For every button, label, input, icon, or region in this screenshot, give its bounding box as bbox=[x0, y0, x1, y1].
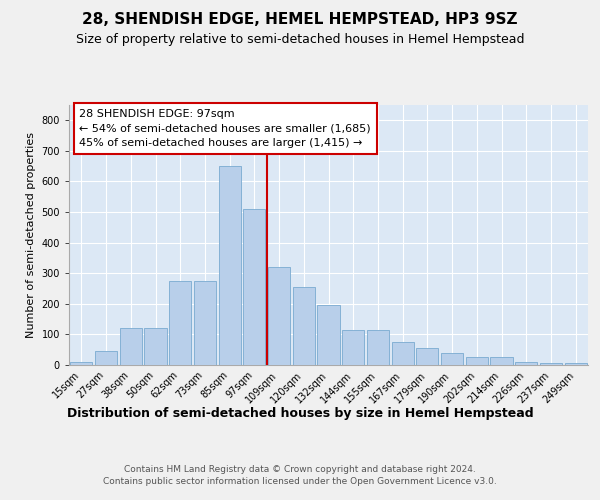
Bar bbox=[367, 330, 389, 365]
Bar bbox=[515, 362, 538, 365]
Bar bbox=[70, 362, 92, 365]
Bar bbox=[441, 353, 463, 365]
Bar bbox=[145, 328, 167, 365]
Bar bbox=[293, 287, 315, 365]
Bar bbox=[194, 281, 216, 365]
Bar bbox=[95, 351, 117, 365]
Bar bbox=[317, 306, 340, 365]
Bar bbox=[342, 330, 364, 365]
Text: Size of property relative to semi-detached houses in Hemel Hempstead: Size of property relative to semi-detach… bbox=[76, 32, 524, 46]
Bar bbox=[169, 281, 191, 365]
Y-axis label: Number of semi-detached properties: Number of semi-detached properties bbox=[26, 132, 36, 338]
Text: Distribution of semi-detached houses by size in Hemel Hempstead: Distribution of semi-detached houses by … bbox=[67, 408, 533, 420]
Bar bbox=[268, 267, 290, 365]
Bar bbox=[119, 328, 142, 365]
Text: 28, SHENDISH EDGE, HEMEL HEMPSTEAD, HP3 9SZ: 28, SHENDISH EDGE, HEMEL HEMPSTEAD, HP3 … bbox=[82, 12, 518, 28]
Bar bbox=[218, 166, 241, 365]
Text: Contains public sector information licensed under the Open Government Licence v3: Contains public sector information licen… bbox=[103, 478, 497, 486]
Bar bbox=[565, 364, 587, 365]
Bar bbox=[466, 358, 488, 365]
Bar bbox=[540, 362, 562, 365]
Bar bbox=[490, 358, 512, 365]
Bar bbox=[416, 348, 439, 365]
Text: 28 SHENDISH EDGE: 97sqm
← 54% of semi-detached houses are smaller (1,685)
45% of: 28 SHENDISH EDGE: 97sqm ← 54% of semi-de… bbox=[79, 109, 371, 148]
Bar bbox=[392, 342, 414, 365]
Text: Contains HM Land Registry data © Crown copyright and database right 2024.: Contains HM Land Registry data © Crown c… bbox=[124, 465, 476, 474]
Bar bbox=[243, 209, 265, 365]
